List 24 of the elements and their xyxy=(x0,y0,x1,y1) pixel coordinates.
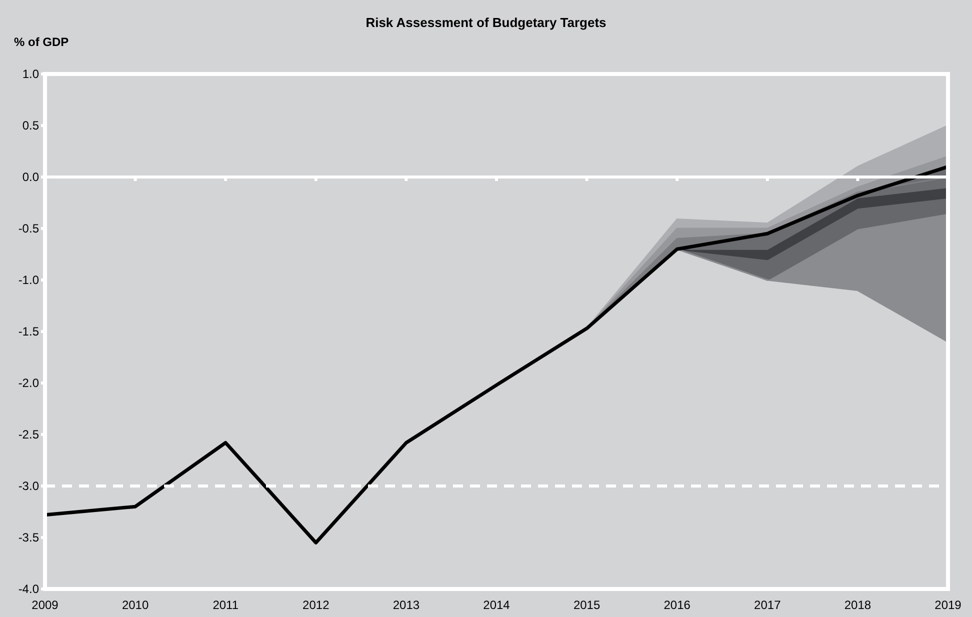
x-tick-label: 2009 xyxy=(32,598,59,612)
x-tick-label: 2019 xyxy=(934,598,962,612)
y-tick-label: -3.0 xyxy=(18,479,40,493)
chart-title: Risk Assessment of Budgetary Targets xyxy=(366,15,606,30)
x-tick-label: 2013 xyxy=(392,598,420,612)
y-tick-label: -4.0 xyxy=(18,582,40,596)
x-tick-label: 2018 xyxy=(844,598,872,612)
y-tick-label: -1.5 xyxy=(18,324,40,338)
x-tick-label: 2016 xyxy=(664,598,691,612)
x-tick-label: 2017 xyxy=(754,598,782,612)
y-tick-label: 1.0 xyxy=(22,67,40,81)
y-tick-label: -0.5 xyxy=(18,222,40,236)
x-tick-label: 2011 xyxy=(212,598,239,612)
x-tick-label: 2012 xyxy=(302,598,330,612)
y-tick-label: 0.0 xyxy=(22,170,40,184)
y-tick-label: -2.5 xyxy=(18,428,40,442)
x-tick-label: 2014 xyxy=(483,598,510,612)
y-tick-label: -3.5 xyxy=(18,530,40,544)
y-tick-label: -1.0 xyxy=(18,273,40,287)
y-tick-label: 0.5 xyxy=(22,118,40,132)
y-tick-label: -2.0 xyxy=(18,376,40,390)
x-tick-label: 2010 xyxy=(122,598,149,612)
y-axis-title: % of GDP xyxy=(14,35,69,49)
x-tick-label: 2015 xyxy=(573,598,600,612)
